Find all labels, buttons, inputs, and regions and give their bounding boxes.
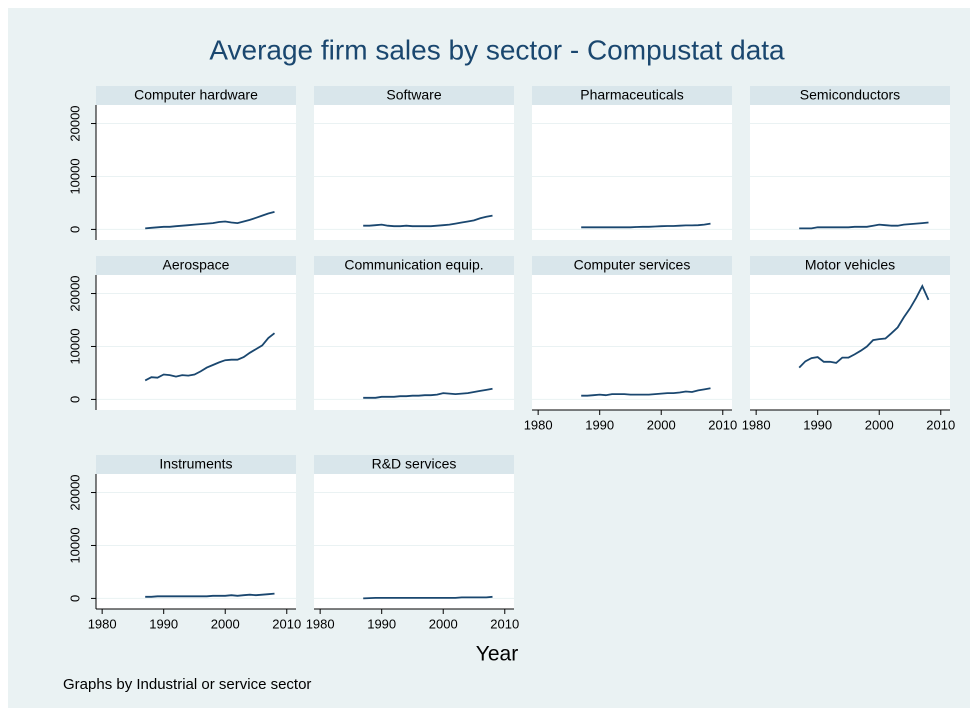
plot-area (532, 275, 732, 410)
plot-area (314, 105, 514, 240)
x-tick-label: 1980 (524, 417, 553, 432)
x-tick-label: 2010 (708, 417, 737, 432)
y-tick-label: 10000 (67, 328, 82, 364)
line-series (363, 214, 493, 228)
x-tick-label: 1990 (585, 417, 614, 432)
plot-area (96, 474, 296, 609)
x-tick-label: 2000 (211, 616, 240, 631)
line-series (145, 211, 275, 230)
y-tick-label: 10000 (67, 527, 82, 563)
y-tick-label: 0 (67, 595, 82, 602)
plot-area (314, 275, 514, 410)
y-tick-label: 0 (67, 226, 82, 233)
x-tick-label: 1980 (88, 616, 117, 631)
y-tick-label: 10000 (67, 158, 82, 194)
panel-title: Computer hardware (134, 87, 258, 103)
y-tick-label: 0 (67, 396, 82, 403)
panel-title: Software (386, 87, 441, 103)
chart-title: Average firm sales by sector - Compustat… (209, 34, 785, 65)
y-tick-label: 20000 (67, 275, 82, 311)
panel-title: Communication equip. (344, 257, 483, 273)
panel-header (532, 86, 732, 105)
x-tick-label: 2010 (926, 417, 955, 432)
panel-header (314, 256, 514, 275)
x-tick-label: 2000 (647, 417, 676, 432)
panel-header (314, 455, 514, 474)
line-series (798, 284, 930, 369)
line-series (581, 222, 711, 229)
panel-header (532, 256, 732, 275)
panel-title: R&D services (372, 456, 457, 472)
plot-area (532, 105, 732, 240)
x-tick-label: 2000 (865, 417, 894, 432)
x-axis-label: Year (476, 643, 518, 666)
panel-title: Pharmaceuticals (580, 87, 684, 103)
panel-header (96, 256, 296, 275)
plot-area (96, 275, 296, 410)
note: Graphs by Industrial or service sector (63, 676, 311, 693)
x-tick-label: 1980 (742, 417, 771, 432)
panel-title: Semiconductors (800, 87, 900, 103)
x-tick-label: 1990 (367, 616, 396, 631)
line-series (799, 221, 929, 230)
line-series (145, 592, 275, 598)
plot-area (96, 105, 296, 240)
line-series (363, 387, 493, 399)
line-series (363, 595, 493, 600)
line-series (144, 332, 276, 382)
panel-header (314, 86, 514, 105)
x-tick-label: 1980 (306, 616, 335, 631)
plot-area (750, 105, 950, 240)
panel-header (750, 256, 950, 275)
panel-title: Computer services (574, 257, 691, 273)
panel-header (750, 86, 950, 105)
line-series (581, 387, 711, 397)
y-tick-label: 20000 (67, 474, 82, 510)
x-tick-label: 2010 (490, 616, 519, 631)
plot-area (314, 474, 514, 609)
x-tick-label: 1990 (149, 616, 178, 631)
panel-header (96, 86, 296, 105)
panel-title: Motor vehicles (805, 257, 895, 273)
y-tick-label: 20000 (67, 105, 82, 141)
x-tick-label: 2010 (272, 616, 301, 631)
x-tick-label: 2000 (429, 616, 458, 631)
panel-title: Aerospace (163, 257, 230, 273)
plot-area (750, 275, 950, 410)
panel-header (96, 455, 296, 474)
x-tick-label: 1990 (803, 417, 832, 432)
panel-title: Instruments (159, 456, 232, 472)
